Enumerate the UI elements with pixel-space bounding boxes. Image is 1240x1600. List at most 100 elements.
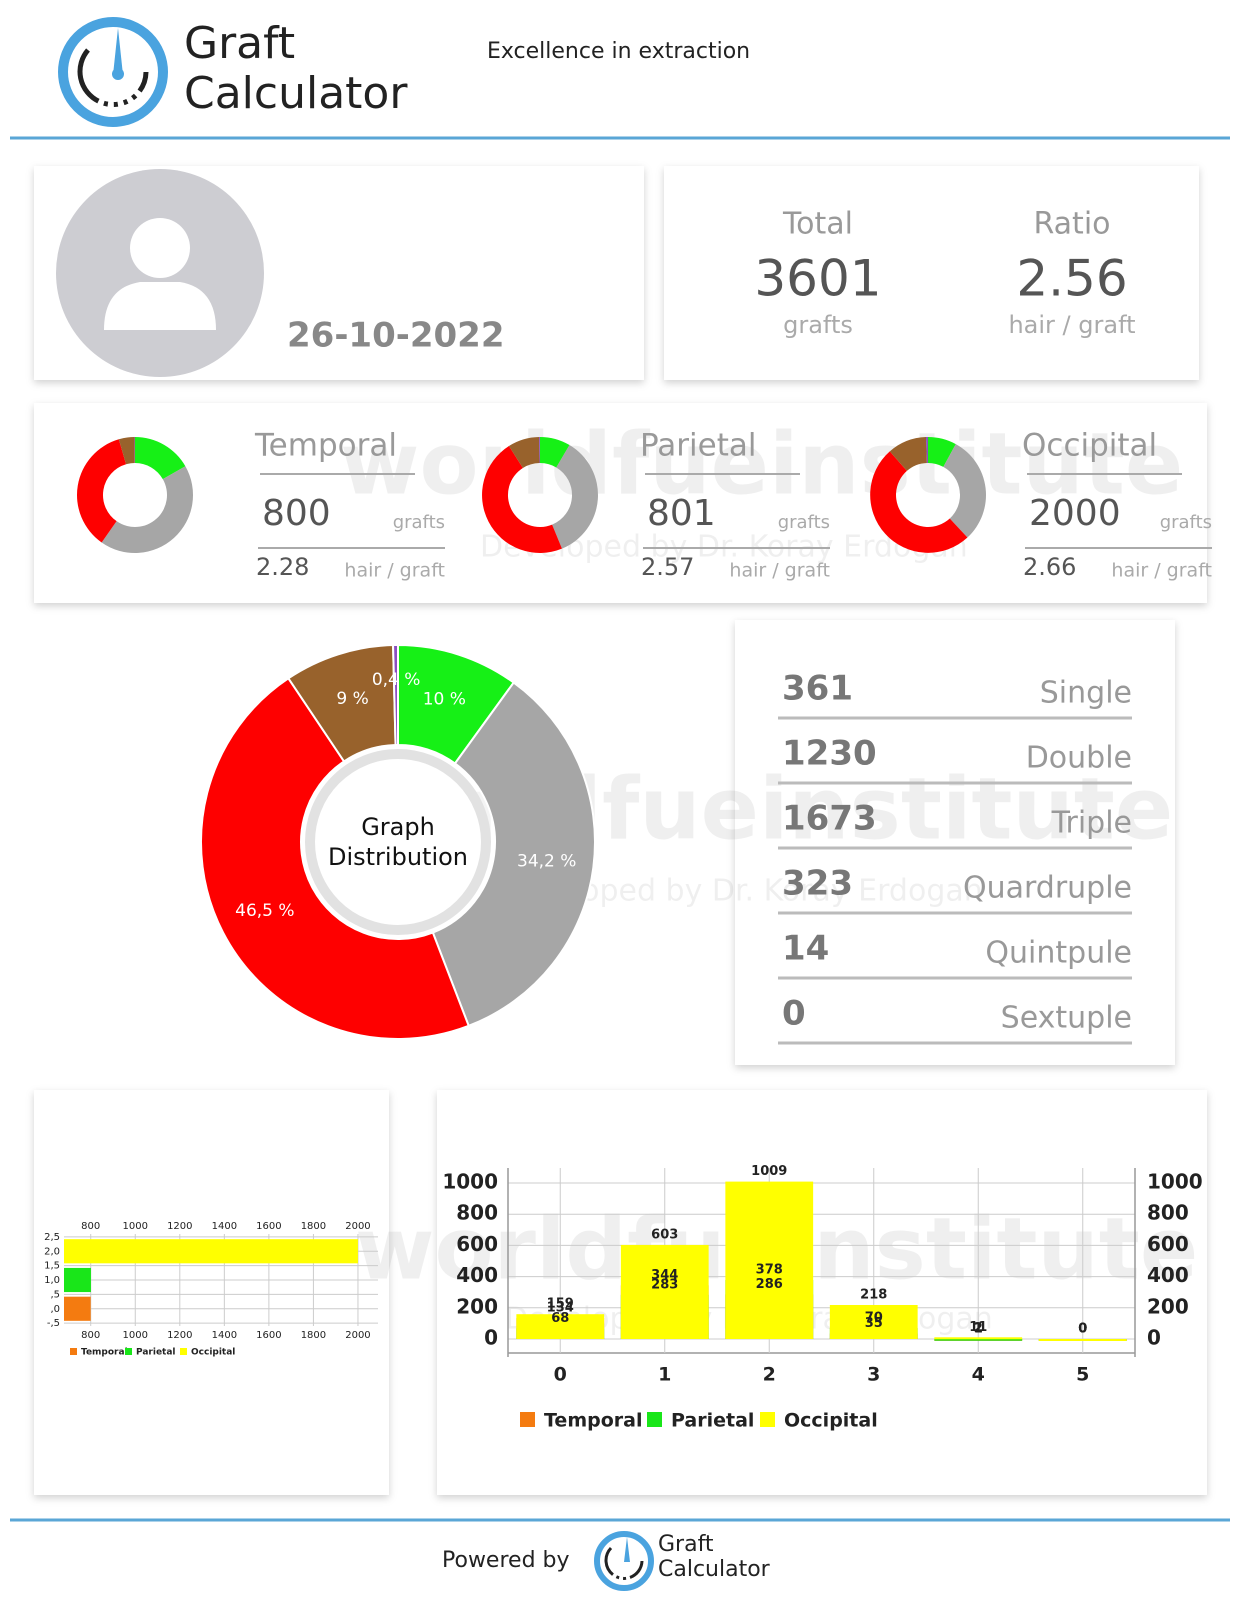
x-tick-label: 1000 xyxy=(123,1221,148,1232)
donut-slice xyxy=(392,643,399,747)
x-tick-label: 800 xyxy=(81,1330,100,1341)
legend-swatch xyxy=(520,1412,535,1427)
zone-donut-segment xyxy=(118,437,135,465)
legend-swatch xyxy=(180,1348,187,1355)
ratio-value: 2.56 xyxy=(1016,250,1127,308)
y-tick-label: 1,0 xyxy=(44,1275,60,1286)
x-tick-label: 3 xyxy=(867,1364,880,1386)
y-tick-label: 800 xyxy=(456,1201,498,1225)
zone-ratio-unit: hair / graft xyxy=(1111,560,1212,582)
bar xyxy=(516,1314,605,1339)
y-tick-label: 2,5 xyxy=(44,1232,60,1243)
logo xyxy=(58,17,168,127)
zone-donut-segment xyxy=(135,437,186,480)
donut-label: 10 % xyxy=(423,689,466,709)
total-unit: grafts xyxy=(783,311,853,339)
y2-tick-label: 400 xyxy=(1147,1263,1189,1287)
x-tick-label: 2000 xyxy=(345,1221,370,1232)
hbar xyxy=(64,1239,358,1264)
legend-swatch xyxy=(70,1348,77,1355)
zone-donut-segment xyxy=(552,445,598,549)
zone-name: Temporal xyxy=(254,428,397,464)
bar-value-label: 378 xyxy=(756,1263,783,1278)
zone-donut-segment xyxy=(870,451,968,553)
bar xyxy=(829,1304,918,1339)
donut-label: 46,5 % xyxy=(235,901,294,921)
bar-value-label: 70 xyxy=(865,1311,883,1326)
x-tick-label: 1400 xyxy=(212,1330,237,1341)
bar-value-label: 35 xyxy=(865,1316,883,1331)
bar-value-label: 1 xyxy=(974,1321,983,1336)
zone-grafts: 801 xyxy=(647,493,716,534)
hbar-card xyxy=(34,1090,389,1495)
y-tick-label: ,5 xyxy=(50,1289,60,1300)
y2-tick-label: 600 xyxy=(1147,1232,1189,1256)
bar-value-label: 603 xyxy=(651,1227,678,1242)
bar-value-label: 344 xyxy=(651,1268,678,1283)
legend-swatch xyxy=(647,1412,662,1427)
zone-ratio: 2.66 xyxy=(1023,553,1076,581)
avatar xyxy=(56,169,264,377)
watermark-text: worldfueinstitute xyxy=(340,414,1183,514)
bar-value-label: 283 xyxy=(651,1277,678,1292)
x-tick-label: 2 xyxy=(763,1364,776,1386)
legend-label: Parietal xyxy=(671,1410,754,1432)
grade-count: 1673 xyxy=(782,799,877,839)
zone-donut-segment xyxy=(540,437,570,468)
bar-value-label: 0 xyxy=(1078,1322,1087,1337)
zone-ratio: 2.57 xyxy=(641,553,694,581)
bar-value-label: 218 xyxy=(860,1287,887,1302)
brand: Graft xyxy=(184,18,295,69)
grade-label: Double xyxy=(1026,741,1132,776)
zone-ratio: 2.28 xyxy=(256,553,309,581)
zone-name: Occipital xyxy=(1022,428,1157,464)
legend-label: Temporal xyxy=(81,1348,128,1358)
y-tick-label: 400 xyxy=(456,1263,498,1287)
tagline: Excellence in extraction xyxy=(487,39,750,64)
donut-label: 34,2 % xyxy=(517,851,576,871)
y2-tick-label: 1000 xyxy=(1147,1170,1203,1194)
bar xyxy=(934,1337,1023,1340)
grade-label: Quardruple xyxy=(963,871,1132,906)
date: 26-10-2022 xyxy=(287,316,504,356)
donut-label: 0,4 % xyxy=(372,670,421,690)
y-tick-label: 1000 xyxy=(442,1170,498,1194)
bar-value-label: 2 xyxy=(974,1321,983,1336)
x-tick-label: 1 xyxy=(658,1364,671,1386)
y-tick-label: 200 xyxy=(456,1294,498,1318)
legend-label: Occipital xyxy=(784,1410,878,1432)
zones-card xyxy=(34,403,1207,603)
legend-label: Temporal xyxy=(544,1410,642,1432)
y-tick-label: ,0 xyxy=(50,1304,60,1315)
ratio-label: Ratio xyxy=(1033,207,1110,242)
zone-donut-segment xyxy=(943,444,986,538)
x-tick-label: 5 xyxy=(1076,1364,1089,1386)
donut-label: 9 % xyxy=(336,689,368,709)
x-tick-label: 1200 xyxy=(167,1221,192,1232)
x-tick-label: 1200 xyxy=(167,1330,192,1341)
zone-ratio-unit: hair / graft xyxy=(729,560,830,582)
zone-donut-segment xyxy=(101,466,193,553)
total-value: 3601 xyxy=(754,250,881,308)
total-label: Total xyxy=(782,207,853,242)
bar-card xyxy=(437,1090,1207,1495)
bar-value-label: 286 xyxy=(756,1277,783,1292)
zone-donut-segment xyxy=(77,439,127,543)
donut-hole xyxy=(305,749,491,935)
bar xyxy=(934,1338,1023,1341)
grade-count: 361 xyxy=(782,669,853,709)
x-tick-label: 1400 xyxy=(212,1221,237,1232)
zone-donut-segment xyxy=(926,436,928,464)
zone-grafts-unit: grafts xyxy=(1160,512,1212,533)
bar-value-label: 134 xyxy=(547,1301,574,1316)
legend-swatch xyxy=(760,1412,775,1427)
bar xyxy=(620,1244,709,1339)
donut-center-label: Distribution xyxy=(328,843,468,871)
zone-grafts: 800 xyxy=(262,493,331,534)
y-tick-label: 600 xyxy=(456,1232,498,1256)
y2-tick-label: 200 xyxy=(1147,1294,1189,1318)
grade-label: Sextuple xyxy=(1001,1001,1132,1036)
x-tick-label: 1000 xyxy=(123,1330,148,1341)
